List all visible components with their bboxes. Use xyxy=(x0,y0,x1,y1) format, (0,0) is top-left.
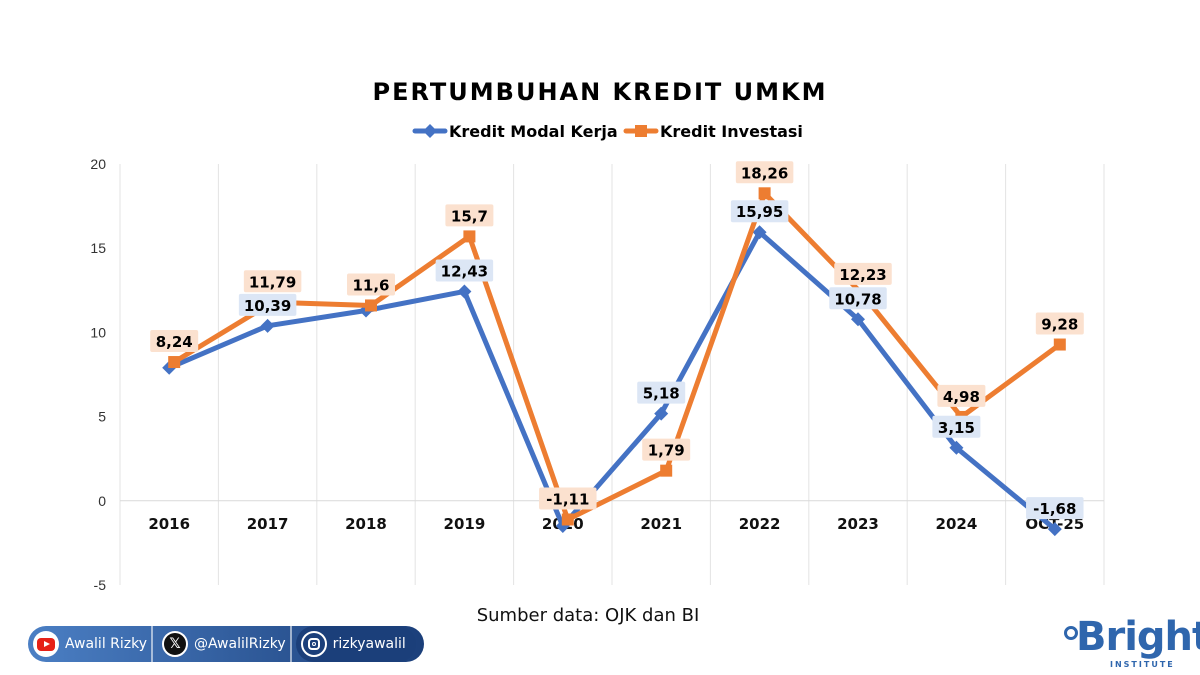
data-label: 11,79 xyxy=(249,273,296,291)
y-tick-label: 15 xyxy=(90,240,106,256)
data-point xyxy=(1047,522,1062,537)
logo-subtitle: INSTITUTE xyxy=(1110,660,1175,669)
data-label: 12,23 xyxy=(839,266,886,284)
data-label-box xyxy=(829,287,887,310)
legend-marker xyxy=(635,125,647,137)
bright-institute-logo: Bright INSTITUTE xyxy=(1064,614,1200,670)
data-point xyxy=(365,299,377,312)
data-point xyxy=(851,312,865,327)
data-label: -1,11 xyxy=(546,490,589,508)
x-tick-label: 2017 xyxy=(247,515,289,533)
instagram-handle: rizkyawalil xyxy=(332,636,406,652)
series-line-1 xyxy=(171,190,1063,522)
data-label: 9,28 xyxy=(1041,316,1078,334)
series-group xyxy=(162,187,1066,537)
data-point xyxy=(949,440,964,455)
data-label-box xyxy=(1035,312,1084,335)
data-point xyxy=(168,356,181,369)
x-tick-label: 2021 xyxy=(640,515,682,533)
data-label: -1,68 xyxy=(1033,500,1076,518)
source-note: Sumber data: OJK dan BI xyxy=(477,605,700,626)
data-point xyxy=(752,225,767,240)
data-label-box xyxy=(834,262,892,285)
data-point xyxy=(463,230,476,243)
data-label-box xyxy=(539,487,597,510)
x-tick-label: 2023 xyxy=(837,515,879,533)
grid xyxy=(119,164,1105,585)
data-label: 11,6 xyxy=(352,276,389,294)
youtube-handle: Awalil Rizky xyxy=(65,636,148,652)
data-point xyxy=(1053,338,1066,351)
divider xyxy=(289,626,292,662)
twitter-link[interactable]: 𝕏 @AwalilRizky xyxy=(157,626,286,662)
y-tick-label: 0 xyxy=(98,493,106,509)
data-label: 10,78 xyxy=(834,290,881,308)
data-label-box xyxy=(347,273,395,296)
youtube-icon xyxy=(33,631,59,657)
y-tick-label: -5 xyxy=(94,577,107,593)
data-label: 5,18 xyxy=(643,385,680,403)
gear-icon xyxy=(1064,626,1078,640)
x-tick-label: 2024 xyxy=(936,515,978,533)
chart-title: PERTUMBUHAN KREDIT UMKM xyxy=(373,78,828,106)
y-tick-label: 5 xyxy=(98,409,106,425)
x-tick-label: 2022 xyxy=(739,515,781,533)
data-label-box xyxy=(932,415,981,438)
logo-wordmark: Bright xyxy=(1076,614,1200,660)
data-label: 10,39 xyxy=(244,297,291,315)
data-label: 4,98 xyxy=(943,388,980,406)
data-label-box xyxy=(1026,497,1084,520)
data-label: 15,7 xyxy=(451,207,488,225)
data-label-box xyxy=(642,438,691,461)
data-point xyxy=(457,284,472,299)
data-label-box xyxy=(637,381,686,404)
legend-label: Kredit Modal Kerja xyxy=(449,122,618,141)
legend-marker xyxy=(423,124,437,138)
divider xyxy=(151,626,154,662)
data-point xyxy=(561,513,574,526)
twitter-handle: @AwalilRizky xyxy=(194,636,286,652)
data-label: 3,15 xyxy=(938,419,975,437)
data-label: 12,43 xyxy=(441,262,488,280)
data-label-box xyxy=(238,293,297,316)
x-icon: 𝕏 xyxy=(162,631,189,657)
data-label-box xyxy=(730,200,789,223)
data-point xyxy=(758,187,771,200)
x-tick-label: 2019 xyxy=(444,515,486,533)
y-tick-label: 20 xyxy=(90,156,106,172)
youtube-link[interactable]: Awalil Rizky xyxy=(28,626,147,662)
data-point xyxy=(654,406,669,421)
x-tick-label: 2018 xyxy=(345,515,387,533)
social-footer: Awalil Rizky 𝕏 @AwalilRizky rizkyawalil xyxy=(28,626,424,662)
legend-label: Kredit Investasi xyxy=(660,122,803,141)
series-line-0 xyxy=(166,229,1058,532)
data-label-box xyxy=(735,161,794,184)
instagram-link[interactable]: rizkyawalil xyxy=(295,626,416,662)
data-label-box xyxy=(150,330,199,353)
legend: Kredit Modal Kerja Kredit Investasi xyxy=(412,122,803,141)
y-tick-label: 10 xyxy=(90,324,106,340)
data-label: 1,79 xyxy=(648,442,685,460)
data-labels: 10,39 12,43 5,18 15,95 10,78 3,15 -1,68 8,24 11,… xyxy=(150,161,1084,520)
x-tick-label: 2016 xyxy=(148,515,190,533)
data-label-box xyxy=(445,204,494,227)
x-axis: 201620172018201920202021202220232024OCT-… xyxy=(148,515,1084,533)
data-point xyxy=(260,318,275,333)
data-label: 8,24 xyxy=(156,333,193,351)
data-label-box xyxy=(435,259,494,282)
data-point xyxy=(660,464,673,477)
y-axis: -5 0 5 10 15 20 xyxy=(90,156,106,593)
instagram-icon xyxy=(300,631,327,657)
data-label: 18,26 xyxy=(741,164,788,182)
data-label-box xyxy=(243,270,302,293)
data-label: 15,95 xyxy=(736,203,783,221)
data-label-box xyxy=(937,384,986,407)
